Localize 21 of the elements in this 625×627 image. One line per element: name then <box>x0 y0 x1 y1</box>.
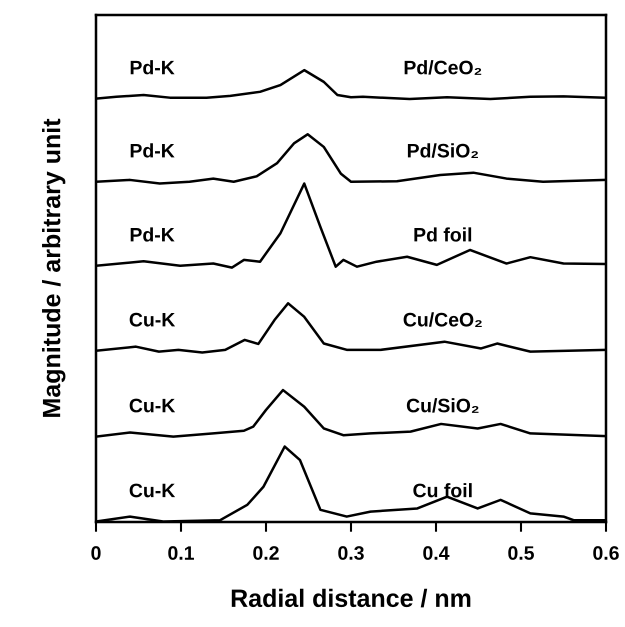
series-label: Cu/SiO₂ <box>406 398 479 413</box>
annotation: Cu-K <box>130 312 176 327</box>
annotation: Pd-K <box>130 227 175 242</box>
series-label: Pd/CeO₂ <box>404 60 482 75</box>
annotation: Pd-K <box>130 60 175 74</box>
annotation: Pd-K <box>130 143 175 158</box>
series-label: Cu foil <box>413 483 472 498</box>
y-axis-title: Magnitude / arbitrary unit <box>42 118 66 417</box>
x-tick-label: 0.2 <box>253 546 279 560</box>
x-tick-label: 0.1 <box>168 546 194 560</box>
x-axis-title: Radial distance / nm <box>232 588 470 608</box>
series-label: Cu/CeO₂ <box>404 312 482 327</box>
annotation: Cu-K <box>130 398 176 412</box>
annotation: Cu-K <box>130 484 176 498</box>
x-tick-label: 0.4 <box>423 546 450 560</box>
x-tick-label: 0 <box>91 546 101 560</box>
series-label: Pd foil <box>414 227 472 242</box>
x-tick-label: 0.3 <box>338 546 364 560</box>
series-label: Pd/SiO₂ <box>408 143 478 158</box>
x-tick-label: 0.6 <box>593 546 619 560</box>
x-tick-label: 0.5 <box>508 546 534 560</box>
